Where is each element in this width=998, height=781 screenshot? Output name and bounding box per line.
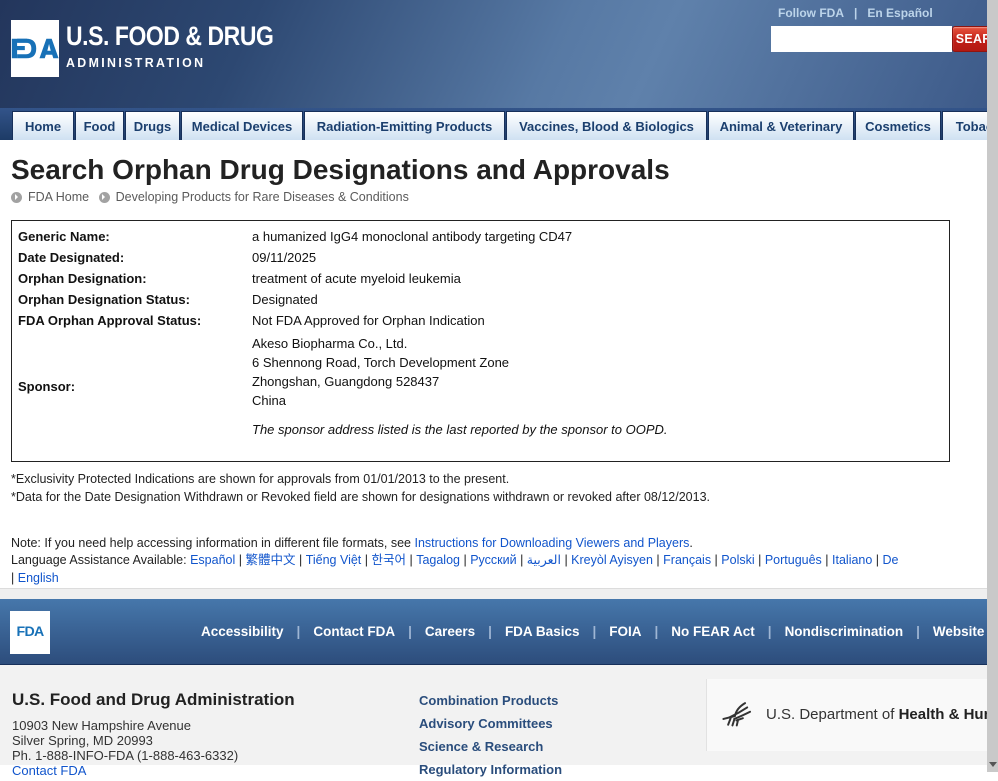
svg-text:FDA: FDA [17,624,44,640]
